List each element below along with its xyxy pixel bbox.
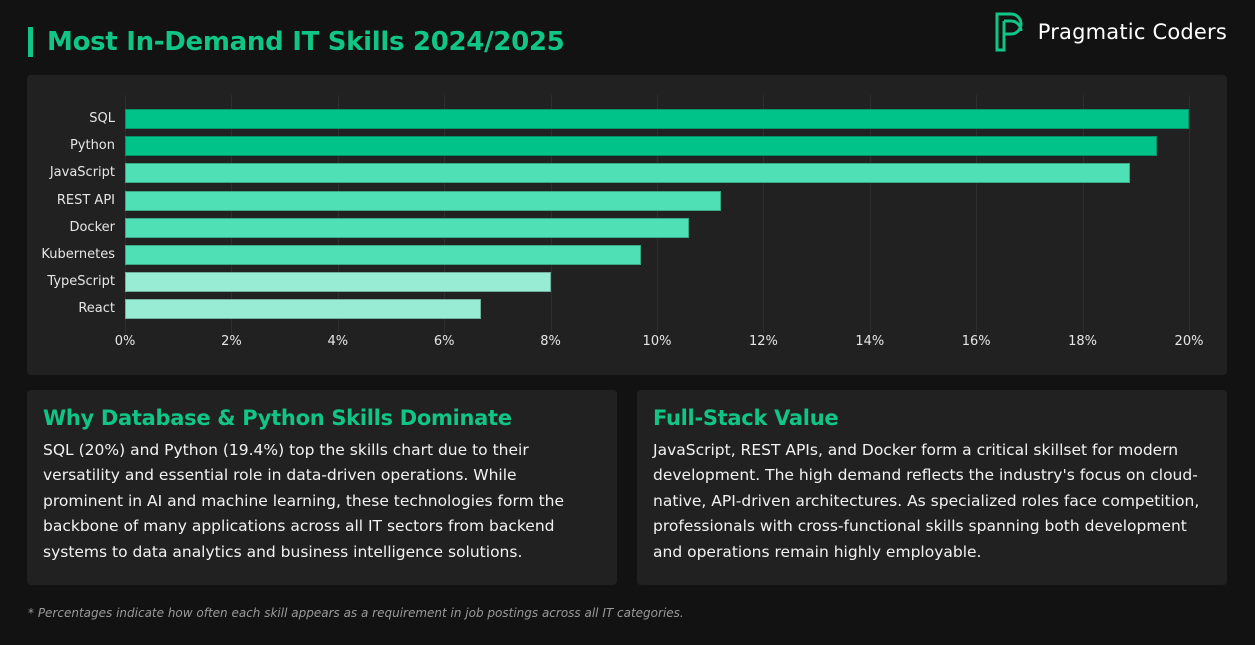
bar-typescript[interactable] xyxy=(125,272,551,293)
pragmatic-coders-logo-icon xyxy=(995,12,1023,52)
category-label: Kubernetes xyxy=(41,247,115,262)
x-tick-label: 20% xyxy=(1174,334,1204,349)
category-label: JavaScript xyxy=(49,165,115,181)
gridline xyxy=(1082,95,1084,333)
page-title: Most In-Demand IT Skills 2024/2025 xyxy=(47,27,565,57)
x-tick-label: 12% xyxy=(748,334,778,349)
bar-python[interactable] xyxy=(125,136,1158,157)
gridline xyxy=(231,95,233,333)
gridline xyxy=(550,95,552,333)
bar-docker[interactable] xyxy=(125,217,689,238)
bar-kubernetes[interactable] xyxy=(125,245,642,265)
gridline xyxy=(444,95,446,333)
x-tick-label: 10% xyxy=(642,334,672,349)
gridline xyxy=(337,95,339,333)
card-title: Why Database & Python Skills Dominate xyxy=(43,406,512,430)
bar-react[interactable] xyxy=(125,299,482,320)
category-label: TypeScript xyxy=(47,274,115,290)
category-label: Python xyxy=(69,138,115,154)
category-label: REST API xyxy=(56,192,115,208)
header: Most In-Demand IT Skills 2024/2025 xyxy=(28,24,565,60)
footnote: * Percentages indicate how often each sk… xyxy=(28,606,684,620)
x-tick-label: 2% xyxy=(221,334,242,349)
x-tick-label: 14% xyxy=(855,334,885,349)
card-full-stack: Full-Stack Value JavaScript, REST APIs, … xyxy=(637,390,1227,585)
gridline xyxy=(869,95,871,333)
x-tick-label: 16% xyxy=(961,334,991,349)
x-tick-label: 4% xyxy=(327,334,349,349)
x-tick-label: 8% xyxy=(540,334,561,349)
category-label: Docker xyxy=(69,219,115,235)
category-label: React xyxy=(78,301,115,317)
gridline xyxy=(763,95,765,333)
x-tick-label: 18% xyxy=(1068,334,1098,349)
bar-javascript[interactable] xyxy=(125,163,1131,184)
card-body: SQL (20%) and Python (19.4%) top the ski… xyxy=(43,441,565,561)
card-body: JavaScript, REST APIs, and Docker form a… xyxy=(653,441,1200,561)
x-tick-label: 6% xyxy=(433,334,455,349)
bar-rest-api[interactable] xyxy=(125,190,721,211)
gridline xyxy=(657,95,658,333)
bar-sql[interactable] xyxy=(125,109,1189,129)
chart-panel: 0% 2% 4% 6% 8% 10% 12% 14% 16% 18% 20% SQL Python Jav… xyxy=(27,75,1227,375)
gridline xyxy=(1189,95,1190,333)
card-title: Full-Stack Value xyxy=(653,406,839,430)
gridline xyxy=(125,95,126,333)
brand-name: Pragmatic Coders xyxy=(1037,20,1227,44)
category-label: SQL xyxy=(89,111,115,126)
bar-chart: 0% 2% 4% 6% 8% 10% 12% 14% 16% 18% 20% SQL Python Jav… xyxy=(41,75,1203,349)
gridline xyxy=(976,95,978,333)
brand: Pragmatic Coders xyxy=(994,12,1227,52)
title-accent-bar xyxy=(28,27,33,57)
x-tick-label: 0% xyxy=(114,334,136,349)
card-database-python: Why Database & Python Skills Dominate SQ… xyxy=(27,390,617,585)
